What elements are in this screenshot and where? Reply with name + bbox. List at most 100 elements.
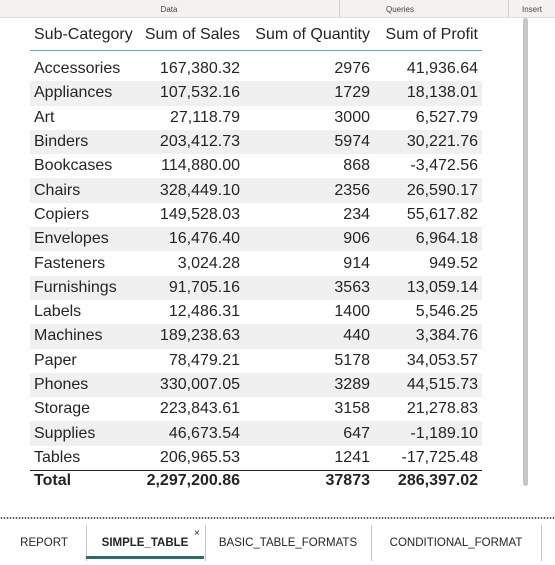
data-table: Sub-Category Sum of Sales Sum of Quantit… <box>30 20 482 492</box>
cell-profit: 55,617.82 <box>406 205 478 223</box>
cell-sub-category: Chairs <box>30 178 136 203</box>
table-row[interactable]: Tables 206,965.53 1241 -17,725.48 <box>30 446 482 471</box>
column-header-sum-of-quantity[interactable]: Sum of Quantity <box>255 26 370 43</box>
cell-profit: 6,964.18 <box>374 227 482 252</box>
cell-profit: 21,278.83 <box>406 400 478 418</box>
cell-profit: 5,546.25 <box>415 303 478 321</box>
cell-sub-category: Envelopes <box>30 227 136 252</box>
cell-sales: 167,380.32 <box>159 60 240 78</box>
cell-sub-category: Bookcases <box>34 157 113 175</box>
cell-quantity: 647 <box>244 421 374 446</box>
table-row[interactable]: Accessories 167,380.32 2976 41,936.64 <box>30 57 482 81</box>
tab-divider <box>205 525 206 561</box>
table-row[interactable]: Copiers 149,528.03 234 55,617.82 <box>30 203 482 227</box>
total-label: Total <box>30 470 136 492</box>
cell-sales: 223,843.61 <box>159 400 240 418</box>
cell-sub-category: Tables <box>34 448 81 466</box>
cell-profit: -17,725.48 <box>401 448 478 466</box>
cell-sub-category: Paper <box>34 351 77 369</box>
table-body: Accessories 167,380.32 2976 41,936.64 Applia… <box>30 57 482 471</box>
cell-quantity: 2976 <box>334 60 370 78</box>
cell-sales: 27,118.79 <box>170 108 240 126</box>
cell-quantity: 1241 <box>334 448 370 466</box>
column-header-sum-of-profit[interactable]: Sum of Profit <box>385 26 478 43</box>
table-row[interactable]: Storage 223,843.61 3158 21,278.83 <box>30 397 482 421</box>
cell-sub-category: Labels <box>34 303 82 321</box>
column-header-sub-category[interactable]: Sub-Category <box>34 26 133 43</box>
cell-profit: 18,138.01 <box>374 81 482 106</box>
column-header-sum-of-sales[interactable]: Sum of Sales <box>144 26 240 43</box>
total-profit: 286,397.02 <box>374 470 482 492</box>
table-row[interactable]: Supplies 46,673.54 647 -1,189.10 <box>30 421 482 446</box>
cell-sub-category: Fasteners <box>34 254 106 272</box>
cell-profit: 6,527.79 <box>415 108 478 126</box>
cell-quantity: 5974 <box>244 129 374 155</box>
cell-sub-category: Appliances <box>30 81 136 106</box>
tab-conditional-format[interactable]: CONDITIONAL_FORMAT <box>389 537 523 549</box>
cell-sub-category: Art <box>34 108 55 126</box>
cell-profit: 949.52 <box>429 254 478 272</box>
table-visual[interactable]: Sub-Category Sum of Sales Sum of Quantit… <box>30 20 482 492</box>
cell-quantity: 3000 <box>334 108 370 126</box>
table-row[interactable]: Furnishings 91,705.16 3563 13,059.14 <box>30 275 482 300</box>
cell-quantity: 1400 <box>334 303 370 321</box>
cell-profit: -1,189.10 <box>374 421 482 446</box>
page-tab-bar: REPORT SIMPLE_TABLE × BASIC_TABLE_FORMAT… <box>0 519 555 563</box>
cell-quantity: 2356 <box>244 178 374 203</box>
cell-sales: 12,486.31 <box>168 303 240 321</box>
cell-quantity: 1729 <box>244 81 374 106</box>
cell-quantity: 906 <box>244 227 374 252</box>
cell-profit: 44,515.73 <box>374 372 482 398</box>
table-row[interactable]: Paper 78,479.21 5178 34,053.57 <box>30 349 482 373</box>
tab-report[interactable]: REPORT <box>20 537 68 549</box>
table-row[interactable]: Fasteners 3,024.28 914 949.52 <box>30 251 482 275</box>
table-row[interactable]: Phones 330,007.05 3289 44,515.73 <box>30 372 482 398</box>
cell-profit: -3,472.56 <box>410 157 478 175</box>
ribbon-group-data[interactable]: Data <box>160 5 178 14</box>
cell-sales: 328,449.10 <box>136 178 244 203</box>
table-row[interactable]: Envelopes 16,476.40 906 6,964.18 <box>30 227 482 252</box>
total-quantity: 37873 <box>244 470 374 492</box>
ribbon-group-insert[interactable]: Insert <box>521 5 542 14</box>
cell-sub-category: Machines <box>30 324 136 349</box>
table-row[interactable]: Art 27,118.79 3000 6,527.79 <box>30 106 482 130</box>
ribbon-divider <box>339 0 340 17</box>
cell-sales: 114,880.00 <box>161 157 240 175</box>
cell-sales: 46,673.54 <box>136 421 244 446</box>
table-row[interactable]: Chairs 328,449.10 2356 26,590.17 <box>30 178 482 203</box>
tab-divider <box>541 525 542 561</box>
table-row[interactable]: Machines 189,238.63 440 3,384.76 <box>30 324 482 349</box>
cell-sales: 3,024.28 <box>177 254 240 272</box>
tab-basic-table-formats[interactable]: BASIC_TABLE_FORMATS <box>218 537 358 549</box>
cell-sales: 78,479.21 <box>168 351 240 369</box>
table-header-row: Sub-Category Sum of Sales Sum of Quantit… <box>30 20 482 51</box>
tab-simple-table[interactable]: SIMPLE_TABLE <box>86 521 204 559</box>
vertical-scrollbar[interactable] <box>523 18 528 486</box>
table-row[interactable]: Labels 12,486.31 1400 5,546.25 <box>30 300 482 324</box>
ribbon-group-queries[interactable]: Queries <box>385 5 414 14</box>
tab-divider <box>86 525 87 561</box>
cell-quantity: 5178 <box>334 351 370 369</box>
cell-quantity: 3158 <box>334 400 370 418</box>
cell-sub-category: Furnishings <box>30 275 136 300</box>
cell-quantity: 3289 <box>244 372 374 398</box>
tab-bar-border <box>0 517 555 519</box>
cell-sub-category: Binders <box>30 129 136 155</box>
close-icon[interactable]: × <box>194 528 200 539</box>
cell-sub-category: Storage <box>34 400 91 418</box>
cell-sales: 107,532.16 <box>136 81 244 106</box>
table-row[interactable]: Binders 203,412.73 5974 30,221.76 <box>30 129 482 155</box>
cell-profit: 26,590.17 <box>374 178 482 203</box>
cell-profit: 13,059.14 <box>374 275 482 300</box>
cell-sales: 206,965.53 <box>159 448 240 466</box>
cell-sales: 91,705.16 <box>136 275 244 300</box>
cell-quantity: 914 <box>343 254 370 272</box>
cell-sub-category: Accessories <box>34 60 121 78</box>
cell-sub-category: Supplies <box>30 421 136 446</box>
cell-profit: 3,384.76 <box>374 324 482 349</box>
cell-profit: 30,221.76 <box>374 129 482 155</box>
table-row[interactable]: Bookcases 114,880.00 868 -3,472.56 <box>30 154 482 178</box>
table-row[interactable]: Appliances 107,532.16 1729 18,138.01 <box>30 81 482 106</box>
ribbon-strip: Data Queries Insert <box>0 0 555 18</box>
cell-sub-category: Copiers <box>34 205 90 223</box>
